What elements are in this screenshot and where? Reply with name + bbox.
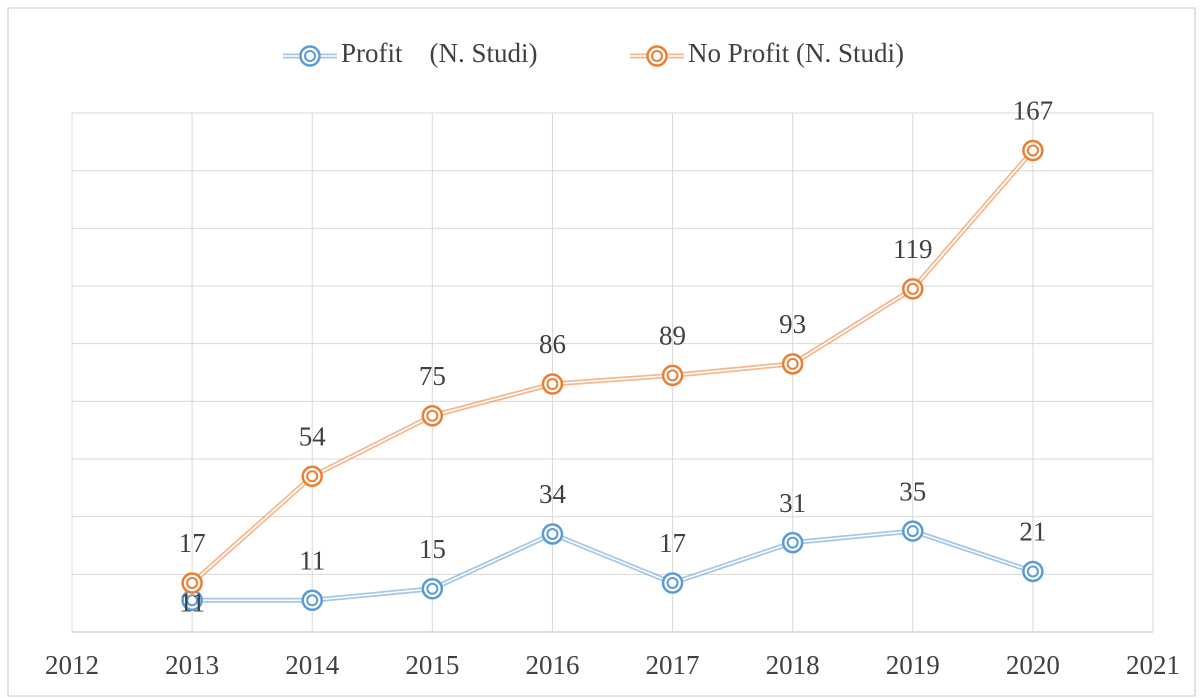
marker-inner	[546, 378, 559, 391]
marker-inner	[666, 369, 679, 382]
marker	[421, 405, 444, 427]
chart-border	[7, 7, 1196, 697]
data-label: 54	[299, 422, 327, 452]
marker	[1022, 560, 1044, 583]
legend-label: No Profit (N. Studi)	[688, 38, 904, 68]
x-tick-label: 2016	[525, 650, 579, 680]
marker	[781, 353, 804, 375]
marker-inner	[306, 594, 319, 607]
legend-marker	[299, 45, 321, 67]
data-label: 167	[1013, 96, 1054, 126]
marker-inner	[1026, 144, 1039, 157]
data-label: 89	[659, 321, 686, 351]
x-tick-label: 2013	[165, 650, 219, 680]
x-tick-label: 2017	[646, 650, 700, 680]
x-tick-label: 2019	[886, 650, 940, 680]
series-line-inner	[191, 149, 1034, 584]
x-tick-label: 2021	[1126, 650, 1180, 680]
marker	[421, 578, 444, 600]
marker	[661, 572, 684, 594]
data-label: 17	[659, 528, 686, 558]
x-tick-label: 2014	[285, 650, 340, 680]
data-label: 34	[539, 479, 567, 509]
marker	[541, 373, 564, 395]
legend-marker	[646, 45, 668, 67]
marker-inner	[186, 594, 199, 607]
marker-inner	[306, 470, 319, 483]
data-label: 119	[893, 234, 933, 264]
data-label: 93	[779, 309, 806, 339]
marker-inner	[426, 582, 439, 595]
data-label: 15	[419, 534, 446, 564]
marker	[1022, 139, 1044, 162]
marker	[301, 589, 323, 612]
data-label: 75	[419, 361, 446, 391]
marker-inner	[786, 357, 799, 370]
data-label: 11	[299, 545, 325, 575]
x-tick-label: 2012	[45, 650, 99, 680]
marker-inner	[1026, 565, 1039, 578]
marker	[902, 278, 924, 300]
legend-marker-inner	[304, 50, 316, 62]
marker	[181, 572, 203, 594]
data-label: 17	[179, 528, 206, 558]
data-label: 31	[779, 488, 806, 518]
marker-inner	[786, 536, 799, 549]
data-label: 86	[539, 329, 566, 359]
data-label: 35	[899, 476, 926, 506]
marker	[301, 465, 323, 488]
marker	[902, 520, 924, 542]
legend-label: Profit (N. Studi)	[341, 38, 538, 68]
marker-inner	[906, 525, 919, 538]
legend-marker-inner	[651, 50, 663, 62]
marker-inner	[906, 282, 919, 295]
marker-inner	[426, 409, 439, 422]
x-tick-label: 2018	[766, 650, 820, 680]
x-tick-label: 2015	[405, 650, 459, 680]
legend-item	[630, 45, 684, 67]
marker	[541, 523, 564, 545]
marker	[661, 364, 684, 387]
series-line-inner	[192, 530, 1034, 602]
marker-inner	[546, 527, 559, 540]
legend-item	[283, 45, 337, 67]
x-tick-label: 2020	[1006, 650, 1060, 680]
data-label: 21	[1019, 517, 1046, 547]
marker-inner	[666, 576, 679, 589]
marker	[781, 531, 804, 554]
marker-inner	[186, 576, 199, 589]
